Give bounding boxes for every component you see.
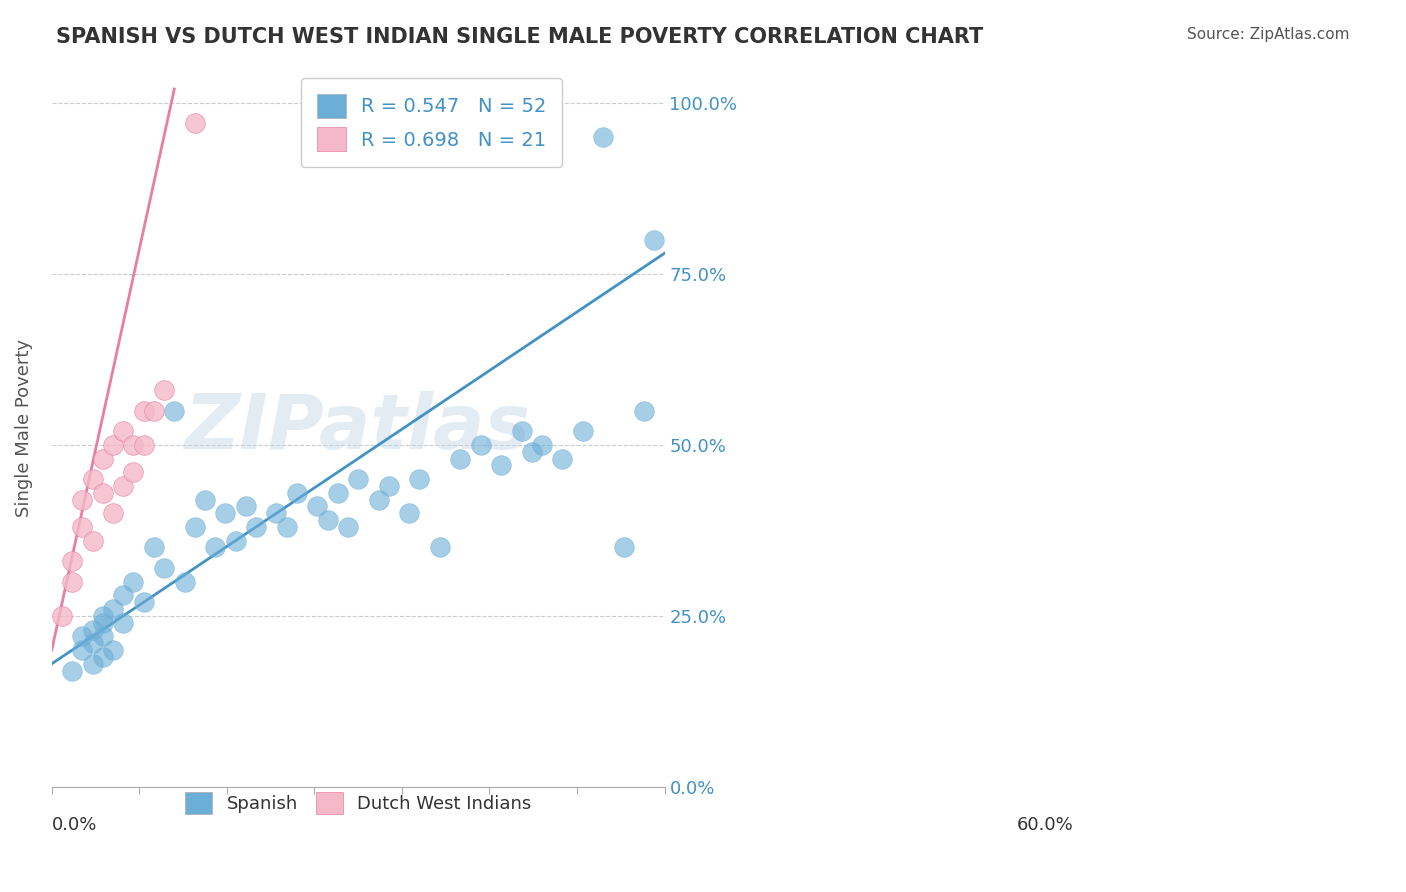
Point bbox=[429, 541, 451, 555]
Point bbox=[184, 116, 207, 130]
Point bbox=[449, 451, 471, 466]
Point bbox=[367, 492, 389, 507]
Point bbox=[101, 643, 124, 657]
Point bbox=[72, 629, 94, 643]
Point bbox=[347, 472, 370, 486]
Point bbox=[336, 116, 359, 130]
Point bbox=[60, 574, 83, 589]
Point bbox=[530, 438, 553, 452]
Text: Source: ZipAtlas.com: Source: ZipAtlas.com bbox=[1187, 27, 1350, 42]
Point bbox=[613, 541, 636, 555]
Point bbox=[214, 506, 236, 520]
Point bbox=[225, 533, 247, 548]
Point bbox=[91, 615, 114, 630]
Point bbox=[132, 438, 155, 452]
Point bbox=[184, 520, 207, 534]
Point bbox=[173, 574, 195, 589]
Point bbox=[51, 608, 73, 623]
Point bbox=[276, 520, 298, 534]
Y-axis label: Single Male Poverty: Single Male Poverty bbox=[15, 339, 32, 516]
Point bbox=[82, 533, 104, 548]
Point bbox=[82, 623, 104, 637]
Point bbox=[122, 465, 145, 479]
Point bbox=[163, 403, 186, 417]
Point bbox=[408, 472, 430, 486]
Point bbox=[112, 588, 135, 602]
Point bbox=[489, 458, 512, 473]
Point bbox=[235, 500, 257, 514]
Point bbox=[572, 424, 595, 438]
Point bbox=[112, 615, 135, 630]
Point bbox=[520, 444, 543, 458]
Point bbox=[122, 438, 145, 452]
Point bbox=[204, 541, 226, 555]
Point bbox=[82, 657, 104, 671]
Point bbox=[112, 479, 135, 493]
Text: SPANISH VS DUTCH WEST INDIAN SINGLE MALE POVERTY CORRELATION CHART: SPANISH VS DUTCH WEST INDIAN SINGLE MALE… bbox=[56, 27, 983, 46]
Point bbox=[470, 438, 492, 452]
Point bbox=[378, 479, 401, 493]
Point bbox=[72, 492, 94, 507]
Point bbox=[245, 520, 267, 534]
Point bbox=[82, 472, 104, 486]
Point bbox=[510, 424, 533, 438]
Point bbox=[336, 520, 359, 534]
Point bbox=[551, 451, 574, 466]
Point bbox=[112, 424, 135, 438]
Point bbox=[153, 383, 176, 397]
Legend: Spanish, Dutch West Indians: Spanish, Dutch West Indians bbox=[177, 785, 538, 821]
Point bbox=[91, 629, 114, 643]
Text: ZIPatlas: ZIPatlas bbox=[186, 391, 531, 465]
Point bbox=[132, 595, 155, 609]
Text: 0.0%: 0.0% bbox=[52, 815, 97, 834]
Point bbox=[60, 554, 83, 568]
Point bbox=[285, 485, 308, 500]
Point bbox=[326, 485, 349, 500]
Point bbox=[72, 643, 94, 657]
Point bbox=[122, 574, 145, 589]
Point bbox=[398, 506, 420, 520]
Point bbox=[101, 438, 124, 452]
Point bbox=[82, 636, 104, 650]
Point bbox=[266, 506, 288, 520]
Point bbox=[72, 520, 94, 534]
Point bbox=[132, 403, 155, 417]
Point bbox=[307, 500, 329, 514]
Point bbox=[91, 649, 114, 664]
Point bbox=[142, 403, 165, 417]
Point bbox=[316, 513, 339, 527]
Point bbox=[142, 541, 165, 555]
Point bbox=[91, 608, 114, 623]
Point bbox=[101, 506, 124, 520]
Point bbox=[633, 403, 655, 417]
Point bbox=[60, 664, 83, 678]
Point bbox=[101, 602, 124, 616]
Point bbox=[91, 485, 114, 500]
Point bbox=[643, 233, 665, 247]
Point bbox=[153, 561, 176, 575]
Point bbox=[91, 451, 114, 466]
Point bbox=[194, 492, 217, 507]
Text: 60.0%: 60.0% bbox=[1017, 815, 1073, 834]
Point bbox=[592, 130, 614, 145]
